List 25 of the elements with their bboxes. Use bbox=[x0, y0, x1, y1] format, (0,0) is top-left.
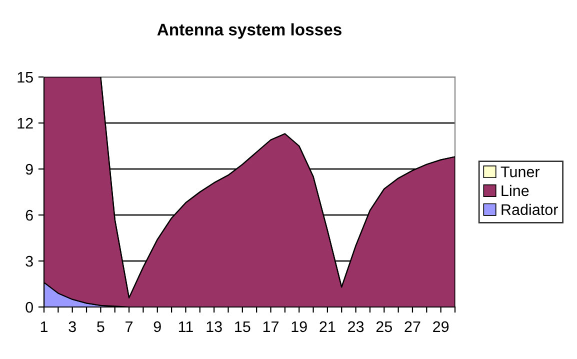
x-tick-label: 21 bbox=[320, 321, 336, 332]
x-tick-label: 9 bbox=[154, 321, 161, 332]
x-tick-label: 15 bbox=[235, 321, 250, 332]
x-tick-label: 17 bbox=[263, 321, 278, 332]
x-tick-label: 13 bbox=[206, 321, 222, 332]
x-tick-label: 27 bbox=[404, 321, 420, 332]
x-tick-label: 29 bbox=[433, 321, 449, 332]
x-tick-label: 7 bbox=[126, 321, 133, 332]
legend-label: Tuner bbox=[500, 166, 540, 178]
y-tick-label: 6 bbox=[26, 210, 33, 221]
x-tick-label: 3 bbox=[68, 321, 76, 332]
y-tick-label: 3 bbox=[26, 256, 33, 267]
y-tick-label: 15 bbox=[18, 72, 33, 83]
chart-title: Antenna system losses bbox=[157, 23, 342, 39]
x-tick-label: 23 bbox=[348, 321, 364, 332]
x-tick-label: 25 bbox=[376, 321, 392, 332]
y-tick-label: 9 bbox=[26, 164, 33, 175]
x-tick-label: 5 bbox=[97, 321, 104, 332]
x-tick-label: 11 bbox=[178, 321, 193, 332]
y-tick-label: 0 bbox=[26, 302, 33, 313]
y-tick-label: 12 bbox=[18, 118, 33, 129]
x-tick-label: 19 bbox=[292, 321, 307, 332]
x-tick-label: 1 bbox=[40, 321, 48, 332]
legend-label: Line bbox=[502, 184, 529, 196]
legend-label: Radiator bbox=[502, 204, 558, 216]
